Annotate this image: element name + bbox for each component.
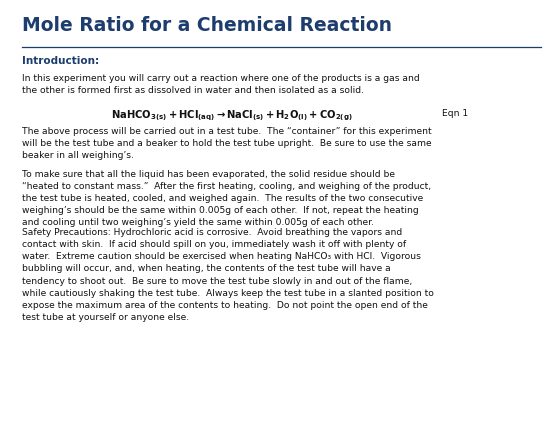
Text: Safety Precautions: Hydrochloric acid is corrosive.  Avoid breathing the vapors : Safety Precautions: Hydrochloric acid is… [22,228,434,322]
Text: In this experiment you will carry out a reaction where one of the products is a : In this experiment you will carry out a … [22,74,420,95]
Text: The above process will be carried out in a test tube.  The “container” for this : The above process will be carried out in… [22,127,432,160]
Text: $\mathbf{NaHCO_{3(s)} + HCl_{(aq)} \rightarrow NaCl_{(s)} + H_2O_{(l)} + CO_{2(g: $\mathbf{NaHCO_{3(s)} + HCl_{(aq)} \righ… [111,109,353,123]
Text: To make sure that all the liquid has been evaporated, the solid residue should b: To make sure that all the liquid has bee… [22,170,431,228]
Text: Mole Ratio for a Chemical Reaction: Mole Ratio for a Chemical Reaction [22,16,392,35]
Text: Eqn 1: Eqn 1 [442,109,468,118]
Text: Introduction:: Introduction: [22,56,99,66]
